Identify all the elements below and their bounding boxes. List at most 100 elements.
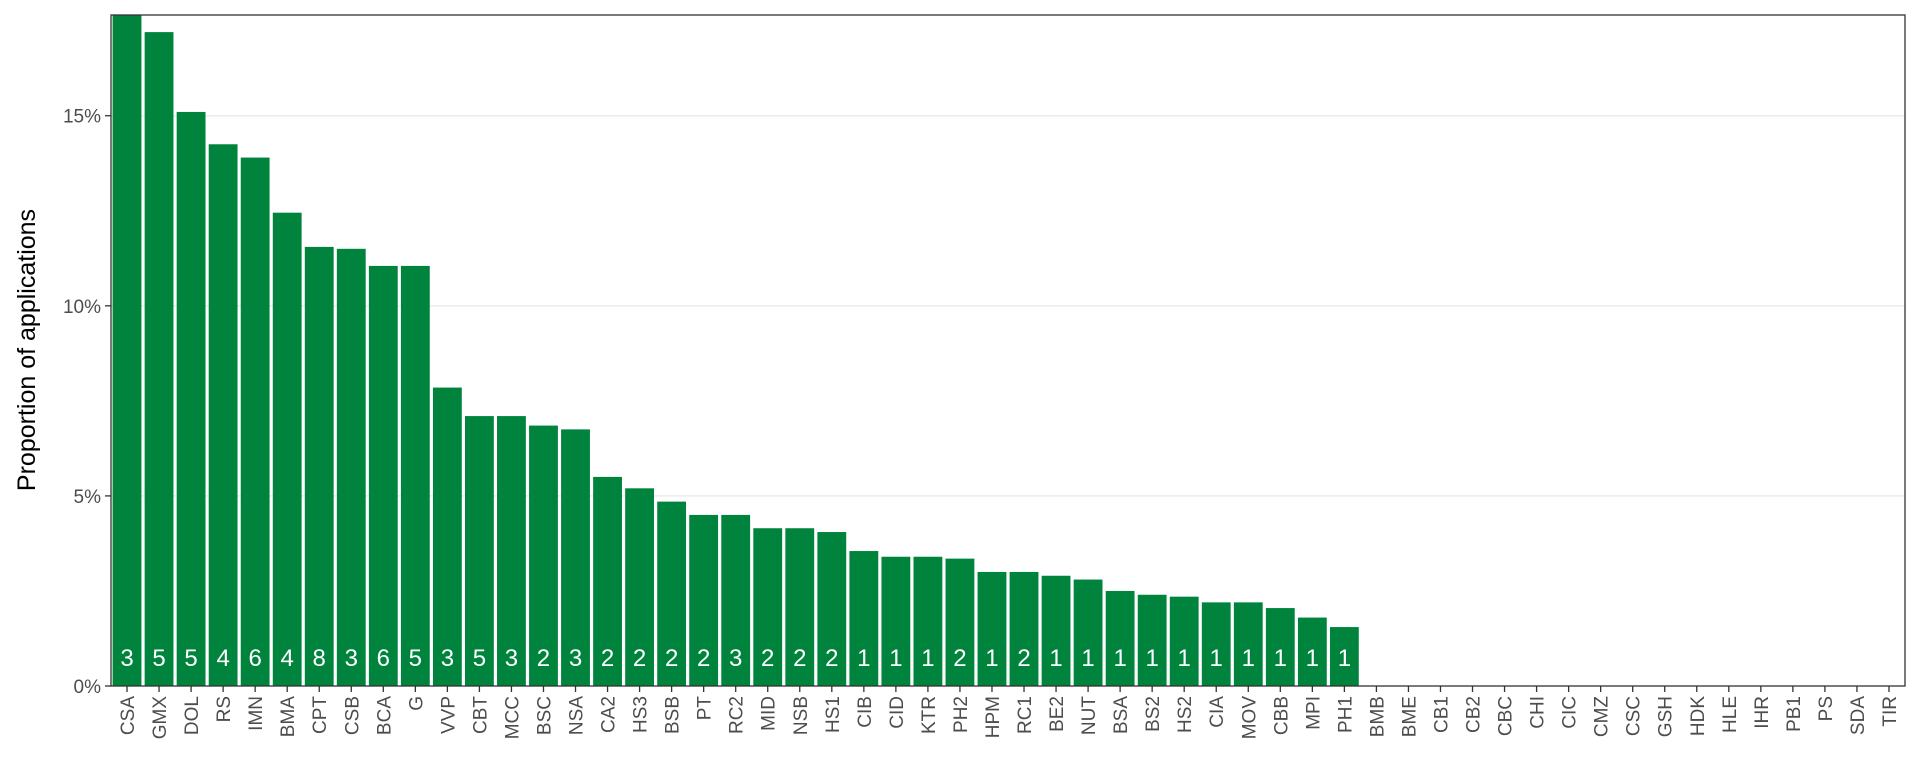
bar <box>977 571 1007 686</box>
bar <box>112 15 142 686</box>
bar <box>721 514 751 686</box>
x-tick-label: CHI <box>1528 696 1549 729</box>
bar <box>336 248 366 686</box>
x-tick-label: IMN <box>246 696 267 731</box>
x-tick-label: MID <box>759 696 780 731</box>
bar <box>464 416 494 686</box>
x-tick-label: HPM <box>983 696 1004 738</box>
bar <box>272 212 302 686</box>
x-tick-label: CBB <box>1271 696 1292 735</box>
bar <box>1329 627 1359 686</box>
x-tick-label: GMX <box>150 696 171 740</box>
x-tick-label: HLE <box>1720 696 1741 733</box>
x-tick-label: BMB <box>1367 696 1388 737</box>
bar-count-label: 6 <box>248 645 261 672</box>
x-tick-label: CBT <box>470 696 491 734</box>
x-tick-label: CA2 <box>599 696 620 733</box>
bar <box>1137 594 1167 686</box>
x-tick-label: PB1 <box>1784 696 1805 732</box>
y-tick-label: 10% <box>63 297 101 318</box>
bar-count-label: 6 <box>377 645 390 672</box>
bar-count-label: 4 <box>281 645 294 672</box>
y-tick-label: 5% <box>74 487 102 508</box>
bar <box>913 556 943 686</box>
bar <box>657 501 687 686</box>
x-tick-label: CB1 <box>1431 696 1452 733</box>
bar-count-label: 5 <box>184 645 197 672</box>
x-tick-label: PT <box>695 696 716 721</box>
x-tick-label: BSB <box>663 696 684 734</box>
bar <box>1201 602 1231 686</box>
bar-count-label: 1 <box>1242 645 1255 672</box>
bar-count-label: 1 <box>857 645 870 672</box>
x-tick-label: BSC <box>534 696 555 735</box>
bar <box>1073 579 1103 686</box>
y-axis: 0% 5% 10% 15% <box>63 107 111 698</box>
x-tick-label: PH2 <box>951 696 972 733</box>
x-tick-label: CSB <box>342 696 363 735</box>
x-tick-label: HS1 <box>823 696 844 733</box>
x-tick-label: DOL <box>182 696 203 735</box>
bar <box>1233 602 1263 686</box>
bar-count-label: 1 <box>1145 645 1158 672</box>
bar <box>400 265 430 686</box>
x-tick-label: NSB <box>791 696 812 735</box>
x-tick-label: NUT <box>1079 696 1100 735</box>
bar <box>817 532 847 686</box>
bar-count-label: 1 <box>1306 645 1319 672</box>
x-tick-label: BCA <box>374 696 395 735</box>
x-tick-label: PS <box>1816 696 1837 721</box>
x-tick-label: MPI <box>1303 696 1324 730</box>
bar-count-label: 2 <box>537 645 550 672</box>
bar <box>881 556 911 686</box>
x-tick-label: CIA <box>1207 696 1228 728</box>
bar-count-label: 2 <box>953 645 966 672</box>
bar-count-label: 3 <box>441 645 454 672</box>
bar-count-label: 5 <box>409 645 422 672</box>
bar-count-label: 1 <box>1178 645 1191 672</box>
bar-count-label: 5 <box>152 645 165 672</box>
x-tick-label: BME <box>1399 696 1420 737</box>
bar <box>176 111 206 686</box>
x-tick-label: MCC <box>502 696 523 739</box>
bar-count-label: 5 <box>473 645 486 672</box>
x-tick-label: HDK <box>1688 696 1709 736</box>
bar-count-label: 3 <box>569 645 582 672</box>
y-axis-label: Proportion of applications <box>13 209 41 491</box>
bar <box>785 528 815 686</box>
bar-count-label: 3 <box>120 645 133 672</box>
bar-count-label: 2 <box>1017 645 1030 672</box>
x-tick-label: RC1 <box>1015 696 1036 734</box>
bar <box>849 551 879 686</box>
bar <box>1041 575 1071 686</box>
x-tick-label: RC2 <box>727 696 748 734</box>
bar <box>753 528 783 686</box>
x-tick-label: RS <box>214 696 235 722</box>
x-tick-label: BSA <box>1111 696 1132 734</box>
bar <box>625 488 655 686</box>
bar <box>1169 596 1199 686</box>
x-tick-label: GSH <box>1656 696 1677 737</box>
bar-count-label: 2 <box>793 645 806 672</box>
bar <box>1009 571 1039 686</box>
bars-group <box>112 15 1359 687</box>
x-tick-label: NSA <box>567 696 588 735</box>
x-tick-label: CIB <box>855 696 876 728</box>
x-tick-label: CBC <box>1496 696 1517 736</box>
bar <box>208 144 238 686</box>
x-tick-label: BE2 <box>1047 696 1068 732</box>
bar-count-label: 3 <box>345 645 358 672</box>
bar <box>432 387 462 686</box>
x-axis: CSA GMX DOL RS IMN BMA CPT CSB BCA G VVP CBT MCC BSC N… <box>118 686 1901 739</box>
x-tick-label: CB2 <box>1464 696 1485 733</box>
bar <box>240 157 270 687</box>
x-tick-label: BMA <box>278 696 299 738</box>
x-tick-label: PH1 <box>1335 696 1356 733</box>
bar-count-label: 2 <box>761 645 774 672</box>
bar-count-label: 1 <box>1049 645 1062 672</box>
bar-count-label: 3 <box>729 645 742 672</box>
bar <box>497 416 526 686</box>
bar <box>529 425 558 686</box>
